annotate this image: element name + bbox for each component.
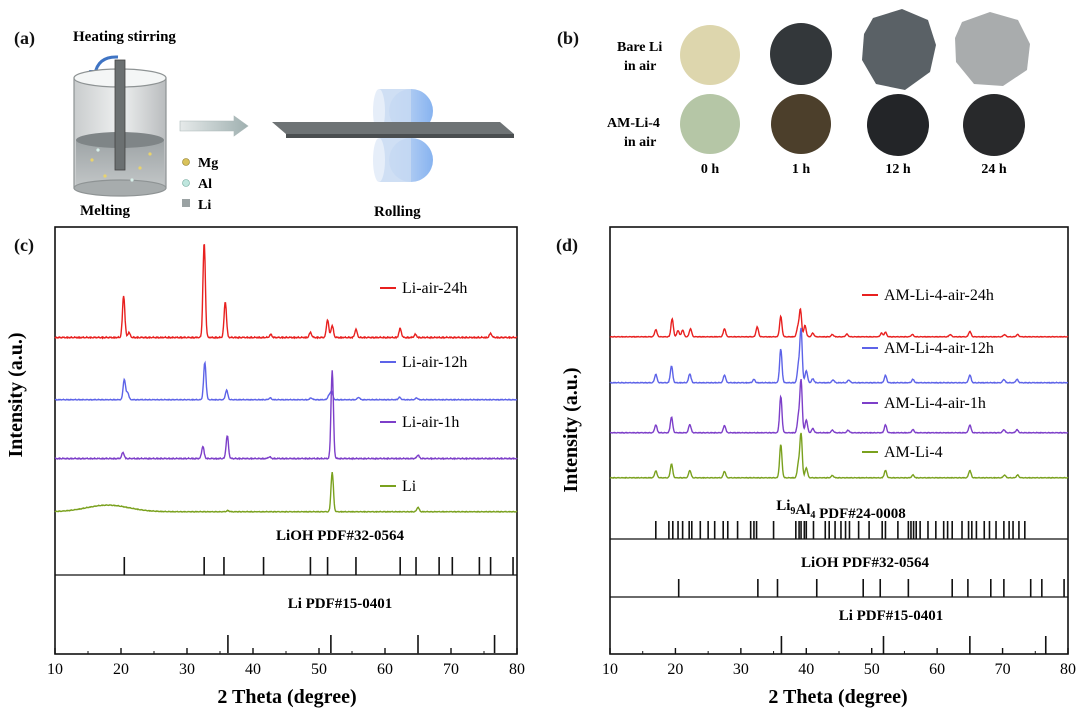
reference-label: Li9Al4 PDF#24-0008 [776,498,906,522]
x-tick-label: 80 [509,661,525,678]
legend-label: Li-air-12h [402,354,467,371]
x-tick-label: 50 [311,661,327,678]
row-am-li-label-line1: AM-Li-4 [607,116,660,131]
series-line [609,307,1069,338]
process-arrow-icon [179,115,249,137]
reference-label: Li PDF#15-0401 [288,596,393,612]
x-tick-label: 70 [443,661,459,678]
li-square-icon [182,199,190,207]
sample-bare-li-0h [680,25,740,85]
x-tick-label: 20 [113,661,129,678]
x-tick-label: 60 [929,661,945,678]
series-line [609,378,1069,434]
rolling-label: Rolling [374,204,421,220]
legend-label: AM-Li-4-air-24h [884,287,994,304]
legend-label: Li [402,478,417,495]
sample-bare-li-24h [955,12,1030,86]
melting-label: Melting [80,203,130,219]
beaker-icon [73,59,167,197]
x-tick-label: 10 [602,661,618,678]
series-line [54,370,518,461]
x-tick-label: 30 [733,661,749,678]
chart-d-ylabel: Intensity (a.u.) [560,367,582,492]
panel-b-label: (b) [557,28,579,49]
al-dot-icon [182,179,190,187]
reference-label: Li PDF#15-0401 [839,608,944,624]
chart-d-xlabel: 2 Theta (degree) [768,686,907,708]
legend-label: Li-air-24h [402,280,467,297]
reference-label: LiOH PDF#32-0564 [276,528,404,544]
x-tick-label: 40 [245,661,261,678]
series-line [609,432,1069,479]
panel-d-label: (d) [556,235,578,256]
legend-mg-label: Mg [198,156,218,171]
legend-al-label: Al [198,177,212,192]
sample-am-li-0h [680,94,740,154]
element-legend: Mg Al Li [182,156,218,213]
series-line [54,360,518,402]
xrd-chart-c: (c) 2 Theta (degree) Intensity (a.u.) 10… [5,226,525,708]
x-tick-label: 30 [179,661,195,678]
rolling-icon [272,89,514,182]
panel-c-label: (c) [14,235,34,256]
panel-a-label: (a) [14,28,35,49]
x-tick-label: 10 [47,661,63,678]
legend-label: AM-Li-4 [884,444,943,461]
heating-stirring-label: Heating stirring [73,29,176,45]
row-bare-li-label-line1: Bare Li [617,40,662,55]
sample-bare-li-1h [770,23,832,85]
legend-label: AM-Li-4-air-1h [884,395,986,412]
time-label-24h: 24 h [981,162,1007,177]
x-tick-label: 60 [377,661,393,678]
x-tick-label: 80 [1060,661,1076,678]
chart-c-xlabel: 2 Theta (degree) [217,686,356,708]
sample-am-li-1h [771,94,831,154]
series-line [54,472,518,514]
legend-label: AM-Li-4-air-12h [884,340,994,357]
sample-am-li-12h [867,94,929,156]
time-label-0h: 0 h [701,162,720,177]
row-bare-li-label-line2: in air [624,59,656,74]
sample-bare-li-12h [862,9,936,90]
x-tick-label: 70 [995,661,1011,678]
series-line [609,327,1069,385]
panel-a: (a) Heating stirring Melting Mg Al [14,28,514,220]
x-tick-label: 40 [798,661,814,678]
reference-label: LiOH PDF#32-0564 [801,555,929,571]
legend-li-label: Li [198,198,211,213]
panel-b: (b) Bare Li in air AM-Li-4 in air 0 h 1 … [557,9,1030,177]
x-tick-label: 20 [667,661,683,678]
legend-label: Li-air-1h [402,414,459,431]
series-line [54,243,518,340]
time-label-1h: 1 h [792,162,811,177]
row-am-li-label-line2: in air [624,135,656,150]
x-tick-label: 50 [864,661,880,678]
chart-c-ylabel: Intensity (a.u.) [5,332,27,457]
mg-dot-icon [182,158,190,166]
time-label-12h: 12 h [885,162,911,177]
sample-am-li-24h [963,94,1025,156]
xrd-chart-d: (d) 2 Theta (degree) Intensity (a.u.) 10… [556,226,1076,708]
